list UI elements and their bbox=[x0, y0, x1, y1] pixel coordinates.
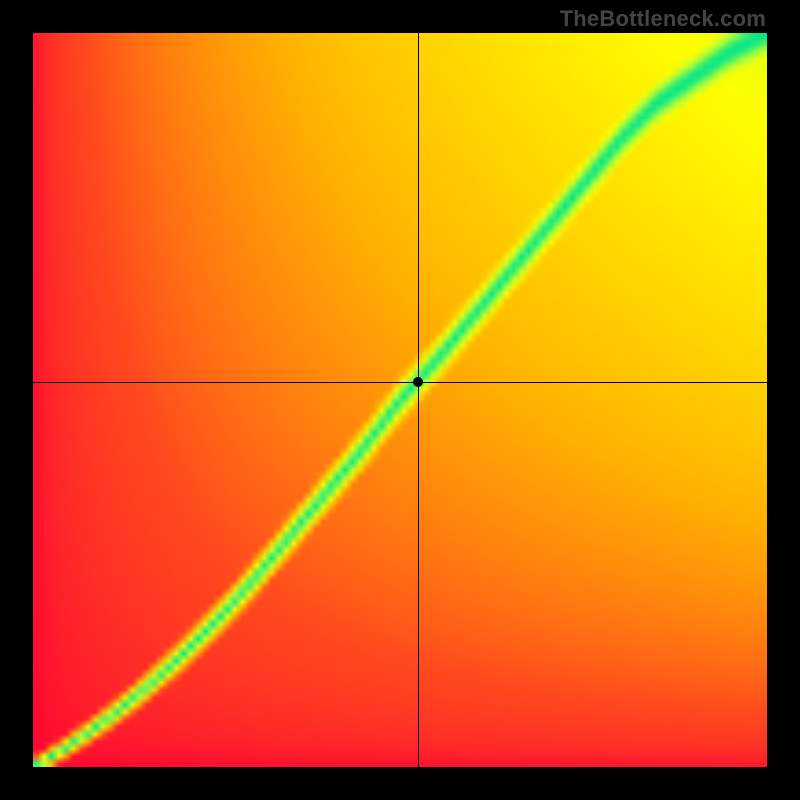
chart-container: TheBottleneck.com bbox=[0, 0, 800, 800]
heatmap-plot bbox=[33, 33, 767, 767]
heatmap-canvas bbox=[33, 33, 767, 767]
crosshair-horizontal bbox=[33, 382, 767, 383]
crosshair-marker bbox=[413, 377, 423, 387]
watermark-text: TheBottleneck.com bbox=[560, 6, 766, 32]
crosshair-vertical bbox=[418, 33, 419, 767]
